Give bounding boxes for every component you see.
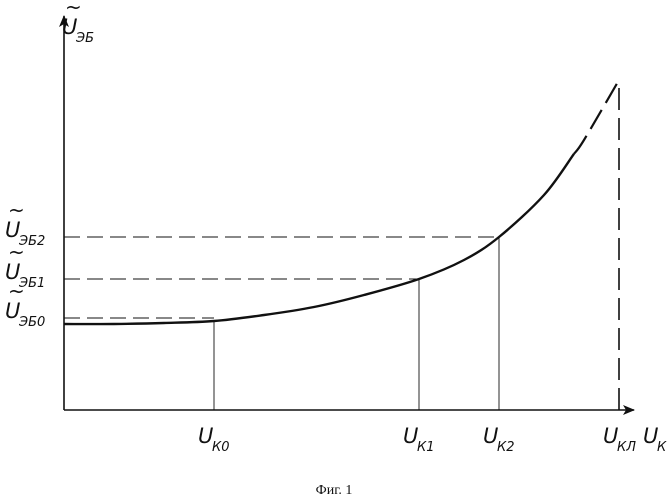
x-tick-sub: К0: [212, 440, 230, 455]
y-axis-title: ~ U ЭБ: [62, 0, 94, 46]
x-tick-sub: К1: [417, 440, 435, 455]
x-axis-title-sub: К: [657, 440, 667, 455]
x-tick-label-k2: UК2: [483, 424, 515, 455]
x-tick-label-kl: UКЛ: [603, 424, 636, 455]
y-axis-title-sub: ЭБ: [75, 31, 94, 46]
x-tick-sub: КЛ: [617, 440, 636, 455]
y-tick-sub: ЭБ2: [18, 234, 45, 249]
series-curve-solid: [64, 154, 574, 324]
x-axis-title: U К: [643, 424, 667, 455]
y-tick-sub: ЭБ1: [18, 276, 45, 291]
y-tick-label-eb2: ~UЭБ2: [5, 198, 45, 249]
x-tick-labels: UК0 UК1 UК2 UКЛ: [198, 424, 636, 455]
x-tick-sub: К2: [497, 440, 515, 455]
x-tick-label-k0: UК0: [198, 424, 230, 455]
figure-caption: Фиг. 1: [316, 483, 353, 498]
y-tick-labels: ~UЭБ0~UЭБ1~UЭБ2: [5, 198, 45, 330]
guides-layer: [64, 80, 619, 410]
x-tick-label-k1: UК1: [403, 424, 435, 455]
series-curve-extrapolated: [574, 80, 619, 154]
curve-layer: [64, 80, 619, 324]
y-tick-sub: ЭБ0: [18, 315, 45, 330]
